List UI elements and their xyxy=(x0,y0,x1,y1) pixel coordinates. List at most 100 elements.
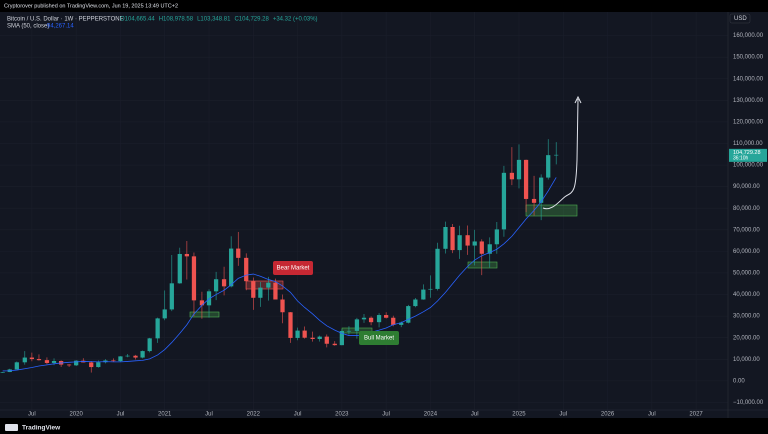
y-tick-label: 120,000.00 xyxy=(733,119,764,125)
x-tick-label: 2023 xyxy=(335,412,349,418)
candle-body xyxy=(29,357,35,360)
candle-body xyxy=(435,248,440,289)
candle-body xyxy=(258,287,263,298)
candle-body xyxy=(199,300,205,306)
candle-body xyxy=(89,362,94,368)
y-tick-label: 60,000.00 xyxy=(733,249,760,255)
candle-body xyxy=(288,312,293,338)
candle-body xyxy=(317,336,322,340)
candle-body xyxy=(376,315,382,323)
ohlc-value: L103,348.81 xyxy=(197,17,231,23)
candle-body xyxy=(236,248,241,258)
y-tick-label: 20,000.00 xyxy=(733,335,760,341)
y-tick-label: 150,000.00 xyxy=(733,55,764,61)
candle-body xyxy=(443,226,448,249)
ohlc-value: O104,665.44 xyxy=(120,17,155,23)
candle-body xyxy=(509,172,515,180)
candle-body xyxy=(479,241,484,254)
y-tick-label: 130,000.00 xyxy=(733,98,764,104)
currency: USD xyxy=(734,16,747,22)
x-tick-label: Jul xyxy=(28,412,36,418)
currency-box xyxy=(729,13,751,24)
candle-body xyxy=(406,306,411,323)
x-tick-label: Jul xyxy=(471,412,479,418)
candle-body xyxy=(539,177,544,203)
y-tick-label: 10,000.00 xyxy=(733,357,760,363)
ohlc-value: +34.32 (+0.03%) xyxy=(273,17,318,23)
x-tick-label: 2027 xyxy=(689,412,703,418)
candle-body xyxy=(428,288,433,290)
annotation: Bull Market xyxy=(364,336,394,342)
candle-body xyxy=(368,317,374,323)
x-tick-label: Jul xyxy=(648,412,656,418)
x-tick-label: Jul xyxy=(117,412,125,418)
candle-body xyxy=(177,253,182,284)
candle-body xyxy=(361,317,367,320)
candle-body xyxy=(191,256,197,301)
x-tick-label: 2026 xyxy=(601,412,615,418)
annotation-box xyxy=(273,261,313,275)
y-tick-label: 0.00 xyxy=(733,378,745,384)
plot xyxy=(0,139,559,373)
candle-body xyxy=(155,318,160,339)
candle-body xyxy=(516,159,522,180)
candle-body xyxy=(494,229,499,245)
candle-body xyxy=(74,360,79,366)
candle-body xyxy=(457,235,462,251)
candle-body xyxy=(213,279,219,292)
y-tick-label: 30,000.00 xyxy=(733,314,760,320)
candle-body xyxy=(169,283,174,310)
candle-body xyxy=(346,330,352,332)
zone-box xyxy=(189,311,220,318)
x-tick-label: Jul xyxy=(205,412,213,418)
candle-body xyxy=(266,282,271,288)
y-tick-label: 80,000.00 xyxy=(733,206,760,212)
candle-body xyxy=(251,281,256,298)
candle-body xyxy=(413,299,418,307)
x-tick-label: Jul xyxy=(559,412,567,418)
candle-body xyxy=(523,159,529,199)
candle-body xyxy=(66,364,72,366)
candle-body xyxy=(111,360,116,362)
candle-body xyxy=(531,198,537,203)
sma-name: SMA (50, close) xyxy=(7,24,49,30)
ohlc-value: C104,729.28 xyxy=(234,17,269,23)
candle-body xyxy=(133,355,138,358)
y-tick-label: 50,000.00 xyxy=(733,271,760,277)
candle-body xyxy=(465,235,470,246)
candle-body xyxy=(118,356,123,362)
y-tick-label: 140,000.00 xyxy=(733,76,764,82)
candle-body xyxy=(421,289,426,300)
candle-body xyxy=(501,172,507,230)
candle-body xyxy=(280,299,285,313)
y-tick-label: 40,000.00 xyxy=(733,292,760,298)
annotation-box xyxy=(359,331,399,345)
candle-body xyxy=(162,309,167,319)
candle-body xyxy=(0,372,5,373)
candle-body xyxy=(125,355,130,357)
candle-body xyxy=(450,226,455,251)
candle-body xyxy=(22,357,27,363)
candle-body xyxy=(221,279,227,287)
candle-body xyxy=(354,319,360,331)
candle-body xyxy=(302,330,307,338)
sma-value: 94,267.14 xyxy=(47,24,74,30)
ohlc-legend: O104,665.44 H108,978.58 L103,348.81 C104,72… xyxy=(120,17,318,23)
price-label-box xyxy=(729,148,767,162)
header: Cryptorover published on TradingView.com… xyxy=(4,3,178,9)
x-tick-label: Jul xyxy=(382,412,390,418)
candle-body xyxy=(14,362,19,370)
candle-body xyxy=(384,315,389,318)
candle-body xyxy=(339,331,344,346)
candle-body xyxy=(310,337,315,340)
annotation: Bear Market xyxy=(277,266,310,272)
x-tick-label: 2022 xyxy=(247,412,261,418)
y-tick-label: −10,000.00 xyxy=(733,400,764,406)
candle-body xyxy=(206,291,212,306)
candle-body xyxy=(487,244,492,254)
x-tick-label: 2024 xyxy=(424,412,438,418)
symbol-name: Bitcoin / U.S. Dollar · 1W · PEPPERSTONE xyxy=(7,17,124,23)
sma-line xyxy=(2,177,557,372)
y-tick-label: 100,000.00 xyxy=(733,163,764,169)
